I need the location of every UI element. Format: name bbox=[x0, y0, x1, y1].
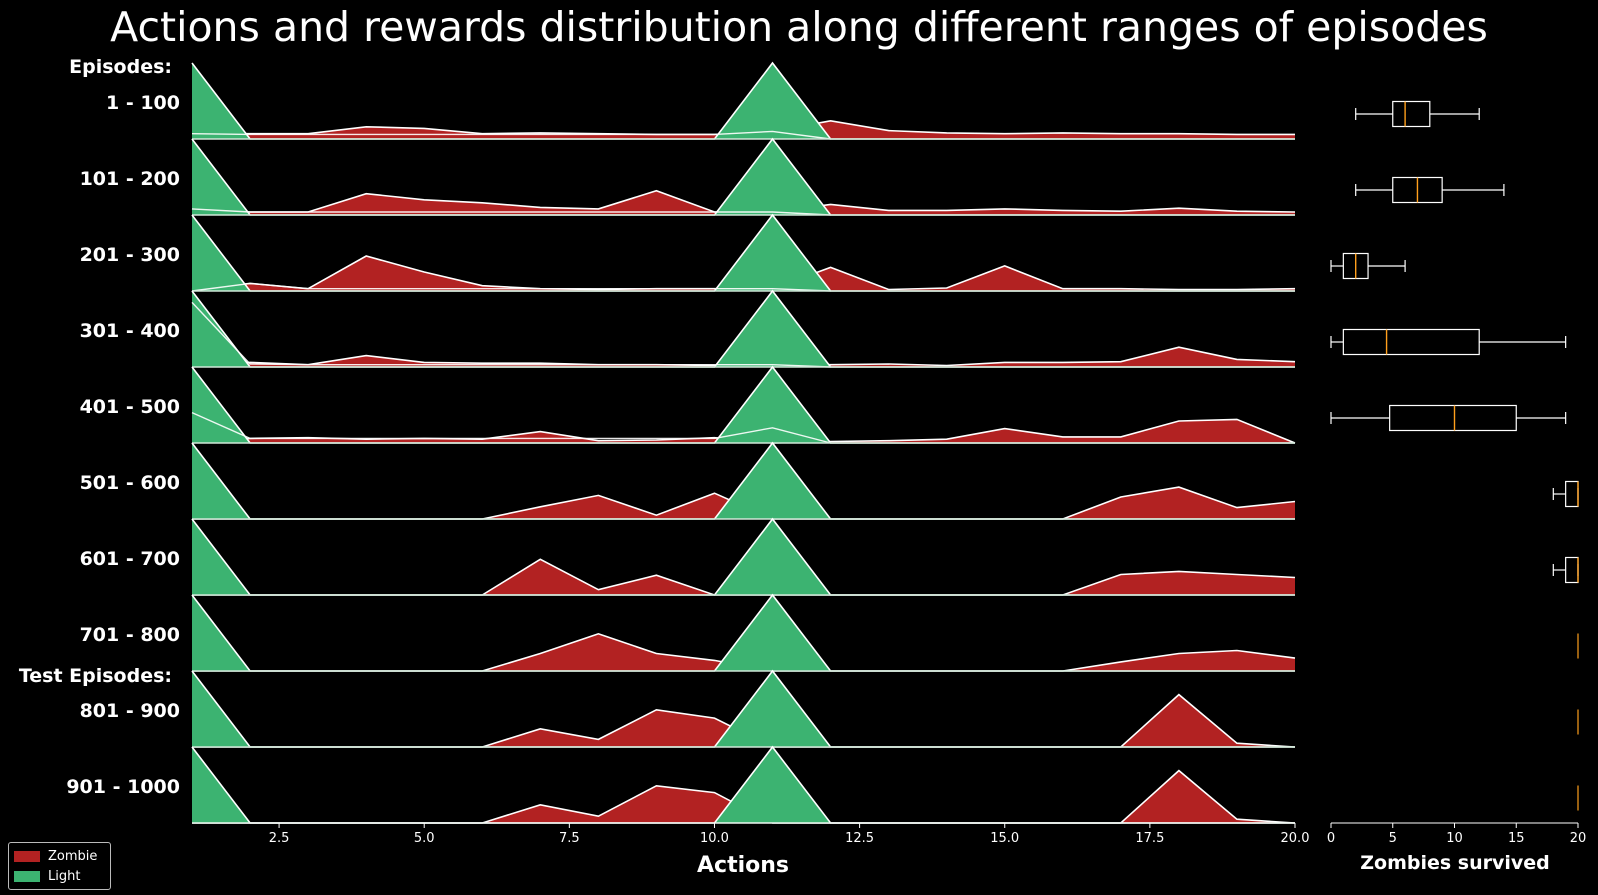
light-secondary-line bbox=[191, 301, 831, 368]
ridge-201-300: 201 - 300 bbox=[80, 213, 1296, 292]
box-x-tick-label: 5 bbox=[1389, 831, 1397, 846]
zombie-area-fill bbox=[192, 256, 1295, 291]
ridge-label: 401 - 500 bbox=[80, 396, 180, 418]
box-x-tick-label: 15 bbox=[1508, 831, 1525, 846]
box-panel bbox=[1330, 100, 1579, 811]
ridge-label: 201 - 300 bbox=[80, 244, 180, 266]
ridge-label: 801 - 900 bbox=[80, 700, 180, 722]
box-x-tick-label: 20 bbox=[1570, 831, 1587, 846]
light-secondary-line bbox=[191, 130, 831, 140]
x-axis: 2.5 5.0 7.5 10.0 12.5 15.0 17.5 20.0 bbox=[192, 822, 1310, 846]
ridge-501-600: 501 - 600 bbox=[80, 441, 1296, 520]
ridge-801-900: 801 - 900 bbox=[80, 669, 1296, 748]
ridge-301-400: 301 - 400 bbox=[80, 289, 1296, 368]
light-secondary-line bbox=[191, 208, 831, 216]
zombie-area-fill bbox=[192, 559, 1295, 595]
ridge-1-100: 1 - 100 bbox=[106, 61, 1295, 140]
ridge-401-500: 401 - 500 bbox=[80, 365, 1296, 444]
box-601-700 bbox=[1552, 556, 1579, 584]
light-secondary-line bbox=[191, 282, 831, 292]
box-iqr bbox=[1389, 404, 1517, 432]
box-201-300 bbox=[1330, 252, 1406, 280]
ridge-label: 601 - 700 bbox=[80, 548, 180, 570]
box-501-600 bbox=[1552, 480, 1579, 508]
x-tick-label: 5.0 bbox=[414, 831, 435, 846]
box-iqr bbox=[1392, 100, 1431, 128]
light-secondary-line bbox=[191, 411, 831, 444]
x-tick-label: 7.5 bbox=[559, 831, 580, 846]
legend-swatch-zombie bbox=[14, 850, 40, 862]
box-1-100 bbox=[1355, 100, 1480, 128]
legend-item-light: Light bbox=[14, 867, 80, 885]
x-axis-label: Actions bbox=[697, 853, 789, 878]
legend-label-light: Light bbox=[48, 868, 81, 884]
box-x-axis: 0 5 10 15 20 bbox=[1327, 822, 1587, 846]
box-401-500 bbox=[1330, 404, 1567, 432]
zombie-area-fill bbox=[192, 419, 1295, 443]
x-tick-label: 12.5 bbox=[845, 831, 874, 846]
box-101-200 bbox=[1355, 176, 1505, 204]
ridge-label: 501 - 600 bbox=[80, 472, 180, 494]
ridge-label: 1 - 100 bbox=[106, 92, 180, 114]
box-x-axis-label: Zombies survived bbox=[1360, 852, 1550, 874]
legend-label-zombie: Zombie bbox=[48, 848, 98, 864]
ridge-label: 701 - 800 bbox=[80, 624, 180, 646]
ridge-601-700: 601 - 700 bbox=[80, 517, 1296, 596]
ridge-label: 901 - 1000 bbox=[66, 776, 180, 798]
legend: Zombie Light bbox=[8, 842, 111, 890]
test-episodes-header: Test Episodes: bbox=[19, 665, 172, 687]
legend-item-zombie: Zombie bbox=[14, 847, 97, 865]
box-x-tick-label: 0 bbox=[1327, 831, 1335, 846]
x-tick-label: 20.0 bbox=[1281, 831, 1310, 846]
ridge-label: 101 - 200 bbox=[80, 168, 180, 190]
x-tick-label: 15.0 bbox=[990, 831, 1019, 846]
box-iqr bbox=[1342, 328, 1480, 356]
ridge-701-800: 701 - 800 bbox=[80, 593, 1296, 672]
x-tick-label: 2.5 bbox=[269, 831, 290, 846]
zombie-area-fill bbox=[192, 633, 1295, 671]
box-x-tick-label: 10 bbox=[1446, 831, 1463, 846]
ridge-101-200: 101 - 200 bbox=[80, 137, 1296, 216]
ridge-label: 301 - 400 bbox=[80, 320, 180, 342]
box-301-400 bbox=[1330, 328, 1567, 356]
chart-title: Actions and rewards distribution along d… bbox=[110, 3, 1488, 51]
episodes-header: Episodes: bbox=[69, 56, 172, 78]
legend-swatch-light bbox=[14, 870, 40, 882]
zombie-area-fill bbox=[192, 190, 1295, 215]
x-tick-label: 10.0 bbox=[700, 831, 729, 846]
x-tick-label: 17.5 bbox=[1135, 831, 1164, 846]
